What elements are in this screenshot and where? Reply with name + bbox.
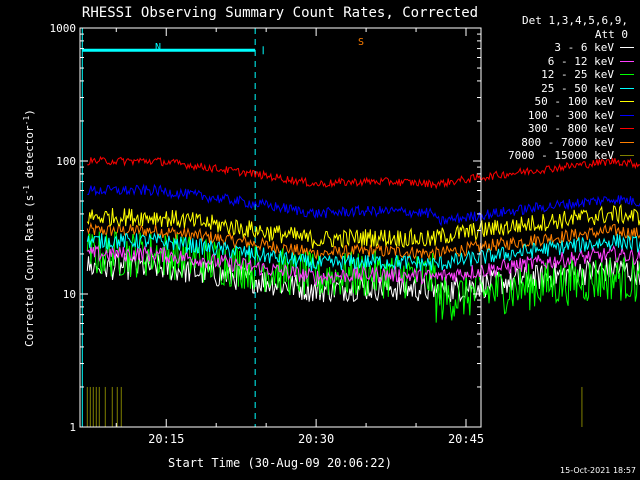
legend-swatch bbox=[620, 141, 634, 143]
legend-swatch bbox=[620, 60, 634, 62]
legend-entry: 800 - 7000 keV bbox=[482, 136, 636, 150]
chart-title: RHESSI Observing Summary Count Rates, Co… bbox=[82, 5, 478, 21]
series-group bbox=[86, 155, 640, 427]
x-axis: 20:15 20:30 20:45 bbox=[115, 28, 484, 446]
y-label-part3: ) bbox=[23, 109, 36, 116]
y-label-sup1: -1 bbox=[22, 185, 31, 195]
legend-swatch bbox=[620, 74, 634, 76]
legend-swatch bbox=[620, 47, 634, 49]
y-axis: 1 10 100 1000 bbox=[50, 22, 481, 434]
series-line bbox=[86, 203, 640, 249]
legend-entry: 7000 - 15000 keV bbox=[482, 149, 636, 163]
legend-label: 100 - 300 keV bbox=[527, 108, 614, 122]
legend-entries: 3 - 6 keV 6 - 12 keV 12 - 25 keV 25 - 50 ke… bbox=[482, 41, 636, 163]
legend-swatch bbox=[620, 101, 634, 103]
legend-swatch bbox=[620, 155, 634, 157]
legend-swatch bbox=[620, 114, 634, 116]
x-tick-label: 20:30 bbox=[298, 432, 334, 446]
legend-entry: 3 - 6 keV bbox=[482, 41, 636, 55]
legend-header-line2: Att 0 bbox=[594, 27, 628, 41]
flag-overlays bbox=[81, 28, 264, 427]
legend-entry: 100 - 300 keV bbox=[482, 109, 636, 123]
footer-timestamp: 15-Oct-2021 18:57 bbox=[560, 466, 636, 475]
annotation-n: N bbox=[155, 42, 161, 53]
legend-entry: 25 - 50 keV bbox=[482, 82, 636, 96]
series-line bbox=[86, 221, 640, 261]
legend-entry: 50 - 100 keV bbox=[482, 95, 636, 109]
x-tick-label: 20:15 bbox=[148, 432, 184, 446]
series-line bbox=[86, 244, 640, 286]
legend-entry: 300 - 800 keV bbox=[482, 122, 636, 136]
legend: Det 1,3,4,5,6,9, Att 0 3 - 6 keV 6 - 12 k… bbox=[482, 14, 636, 163]
series-line bbox=[87, 183, 640, 227]
plot-frame bbox=[79, 27, 482, 428]
y-label-sup2: -1 bbox=[22, 116, 31, 126]
legend-entry: 12 - 25 keV bbox=[482, 68, 636, 82]
y-tick-label: 1 bbox=[69, 421, 76, 434]
legend-label: 12 - 25 keV bbox=[541, 68, 614, 81]
y-axis-label: Corrected Count Rate (s-1 detector-1) bbox=[22, 109, 37, 347]
legend-label: 300 - 800 keV bbox=[527, 122, 614, 135]
x-tick-label: 20:45 bbox=[448, 432, 484, 446]
legend-label: 3 - 6 keV bbox=[554, 41, 614, 54]
y-tick-label: 100 bbox=[56, 155, 76, 168]
legend-header-line1: Det 1,3,4,5,6,9, bbox=[522, 14, 628, 27]
y-label-part2: detector bbox=[23, 125, 36, 185]
annotation-s: S bbox=[358, 37, 364, 48]
legend-label: 25 - 50 keV bbox=[541, 81, 614, 95]
series-line bbox=[87, 155, 640, 190]
series-line bbox=[86, 232, 640, 272]
legend-label: 6 - 12 keV bbox=[547, 54, 614, 68]
y-label-part1: Corrected Count Rate (s bbox=[23, 195, 36, 347]
legend-label: 7000 - 15000 keV bbox=[508, 149, 614, 162]
y-tick-label: 10 bbox=[63, 288, 76, 301]
x-axis-label: Start Time (30-Aug-09 20:06:22) bbox=[168, 456, 392, 470]
legend-label: 800 - 7000 keV bbox=[521, 135, 614, 149]
legend-swatch bbox=[620, 128, 634, 130]
legend-label: 50 - 100 keV bbox=[534, 95, 614, 108]
y-tick-label: 1000 bbox=[50, 22, 77, 35]
legend-swatch bbox=[620, 87, 634, 89]
legend-entry: 6 - 12 keV bbox=[482, 55, 636, 69]
